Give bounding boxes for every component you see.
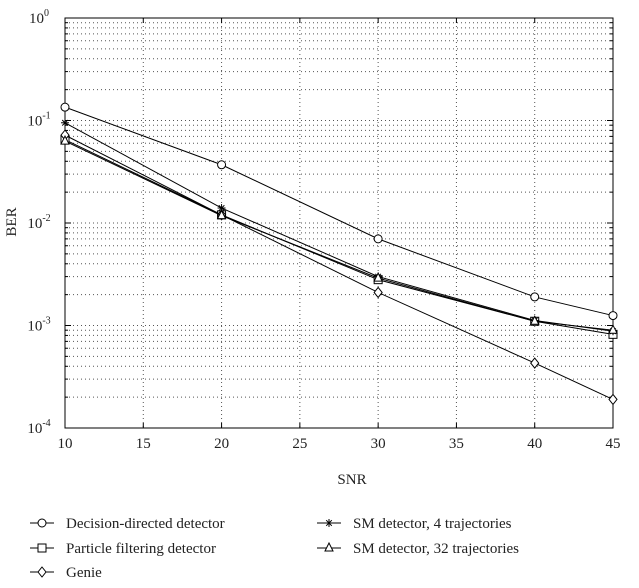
data-point [324,541,334,552]
data-point [373,271,383,282]
data-point [60,134,70,145]
data-point [60,102,70,112]
y-axis-label: BER [4,207,20,236]
y-tick-label: 100 [29,8,49,27]
legend-item: Genie [30,565,102,581]
x-tick-label: 40 [527,436,542,452]
legend: Decision-directed detector Particle filte… [30,516,519,581]
series-line [64,106,614,317]
legend-label: Particle filtering detector [66,541,216,557]
series-5 [60,134,618,334]
data-point [37,566,47,578]
y-tick-label: 10-2 [27,213,50,232]
y-tick-label: 10-3 [27,316,50,335]
series-line [64,134,614,400]
grid [64,18,614,429]
data-point [216,209,227,220]
data-point [61,118,69,127]
legend-label: Genie [66,565,102,581]
series-lines [60,102,618,406]
x-axis-label: SNR [337,472,366,488]
y-tick-label: 10-1 [27,111,50,130]
data-point [373,234,383,244]
x-tick-label: 35 [449,436,464,452]
data-point [608,324,618,334]
data-point [530,357,540,369]
data-point [37,543,47,553]
data-point [530,292,540,302]
legend-item: SM detector, 32 trajectories [317,541,519,557]
data-point [608,311,618,321]
data-point [217,160,227,170]
series-line [64,122,614,332]
x-tick-label: 20 [214,436,229,452]
star-stroke [218,204,225,212]
star-stroke [325,519,333,527]
legend-item: SM detector, 4 trajectories [317,516,512,532]
x-tick-label: 10 [58,436,73,452]
legend-label: SM detector, 32 trajectories [353,541,519,557]
data-point [325,519,333,527]
x-tick-label: 25 [292,436,307,452]
data-point [373,286,383,299]
data-point [37,518,47,528]
star-stroke [61,119,69,126]
x-tick-label: 15 [136,436,151,452]
data-point [217,204,226,213]
series-1 [60,102,618,321]
legend-item: Particle filtering detector [30,541,216,557]
tick-labels: 10 15 20 25 30 35 40 45 10-4 10-3 10-2 10-1 100 [27,8,620,452]
series-line [64,140,614,331]
data-point [608,393,618,406]
x-tick-label: 30 [371,436,386,452]
plot-frame [64,17,614,429]
axes [64,17,614,429]
legend-label: Decision-directed detector [66,516,225,532]
data-point [529,315,540,325]
legend-item: Decision-directed detector [30,516,225,532]
y-tick-label: 10-4 [27,418,50,437]
legend-label: SM detector, 4 trajectories [353,516,512,532]
series-3 [60,129,618,406]
series-line [64,139,614,335]
x-tick-label: 45 [606,436,621,452]
